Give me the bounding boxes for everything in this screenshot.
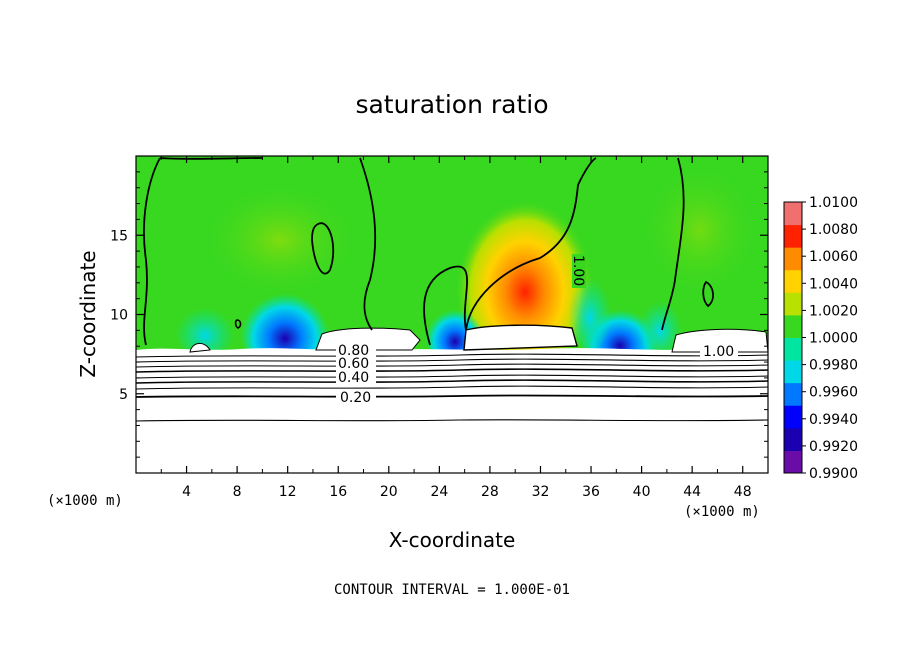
cloud-patch-3 [671, 328, 768, 353]
contour-label-0-20: 0.20 [340, 390, 371, 406]
subsaturation-zone-6 [638, 295, 682, 355]
unsaturated-layer [136, 352, 768, 473]
x-tick-label: 48 [734, 484, 752, 500]
colorbar-segment [784, 269, 802, 293]
contour-label-0-60: 0.60 [338, 356, 369, 372]
colorbar-segment [784, 224, 802, 248]
colorbar-segment [784, 427, 802, 451]
y-tick-label: 5 [119, 387, 128, 403]
contour-1-00-small [702, 280, 714, 308]
contour-1-00-upper-left [159, 157, 263, 160]
contour-0-10 [136, 419, 768, 422]
colorbar-segment [784, 202, 802, 226]
contour-0-20 [136, 394, 768, 398]
contour-0-80 [136, 358, 768, 363]
subsaturation-zone-5 [568, 270, 612, 350]
x-tick-label: 40 [633, 484, 651, 500]
chart-title: saturation ratio [355, 90, 548, 119]
colorbar-tick-label: 0.9960 [809, 385, 858, 401]
x-unit-left: (×1000 m) [47, 493, 123, 509]
contour-0-30 [136, 385, 768, 390]
plot-area [136, 156, 768, 473]
x-unit-right: (×1000 m) [684, 504, 760, 520]
contour-1-00-dot [234, 319, 242, 329]
contour-label-0-40: 0.40 [338, 370, 369, 386]
colorbar-segment [784, 360, 802, 384]
contour-label-1-00-plume: 1.00 [570, 255, 586, 286]
subsaturation-zone-4 [175, 302, 235, 358]
colorbar-segment [784, 247, 802, 271]
x-tick-label: 12 [279, 484, 297, 500]
colorbar-tick-label: 0.9920 [809, 439, 858, 455]
contour-1-00-arch [423, 157, 597, 346]
x-tick-label: 4 [182, 484, 191, 500]
y-tick-label: 15 [110, 228, 128, 244]
colorbar-tick-label: 1.0100 [809, 195, 858, 211]
subsaturation-zone-1 [240, 280, 330, 370]
cloud-patch-4 [189, 343, 211, 353]
y-axis-title: Z-coordinate [76, 250, 100, 377]
cloud-patch-2 [463, 324, 578, 351]
contour-0-90 [136, 353, 768, 358]
colorbar-segment [784, 314, 802, 338]
contour-1-00-mid [359, 157, 377, 331]
colorbar-tick-label: 1.0020 [809, 303, 858, 319]
colorbar-tick-label: 0.9940 [809, 412, 858, 428]
colorbar-tick-label: 0.9980 [809, 358, 858, 374]
subsaturated-contours [136, 353, 768, 422]
colorbar-segment [784, 405, 802, 429]
x-tick-label: 28 [481, 484, 499, 500]
contour-label-1-00-right: 1.00 [703, 344, 734, 360]
colorbar-tick-label: 1.0000 [809, 331, 858, 347]
x-tick-label: 20 [380, 484, 398, 500]
contour-0-60 [136, 368, 768, 373]
x-tick-label: 24 [430, 484, 448, 500]
contour-1-00-left [143, 157, 161, 346]
contour-interval-note: CONTOUR INTERVAL = 1.000E-01 [334, 582, 570, 598]
contour-label-0-80: 0.80 [338, 343, 369, 359]
x-axis-title: X-coordinate [389, 528, 516, 552]
y-tick-label: 10 [110, 308, 128, 324]
contour-labels: 0.80 0.60 0.40 0.20 1.00 1.00 [336, 254, 738, 406]
contour-1-00-right [661, 157, 685, 331]
moist-anomaly-right [640, 160, 760, 300]
contour-0-50 [136, 374, 768, 379]
contour-0-70 [136, 363, 768, 368]
x-tick-label: 44 [683, 484, 701, 500]
x-tick-label: 32 [532, 484, 550, 500]
x-tick-label: 36 [582, 484, 600, 500]
contour-0-40 [136, 379, 768, 384]
colorbar: 0.9900 0.9920 0.9940 0.9960 0.9980 1.0000 1.00… [783, 195, 858, 482]
colorbar-tick-label: 1.0060 [809, 249, 858, 265]
x-axis-ticks: 4 8 12 16 20 24 28 32 36 40 44 48 [160, 156, 752, 500]
colorbar-segment [784, 450, 802, 474]
colorbar-segment [784, 337, 802, 361]
x-tick-label: 8 [233, 484, 242, 500]
colorbar-tick-label: 1.0040 [809, 276, 858, 292]
colorbar-segment [784, 292, 802, 316]
contour-1-00-island [311, 222, 335, 275]
y-axis-ticks: 5 10 15 [110, 171, 768, 458]
colorbar-tick-label: 1.0080 [809, 222, 858, 238]
colorbar-tick-label: 0.9900 [809, 466, 858, 482]
colorbar-segment [784, 382, 802, 406]
x-tick-label: 16 [329, 484, 347, 500]
